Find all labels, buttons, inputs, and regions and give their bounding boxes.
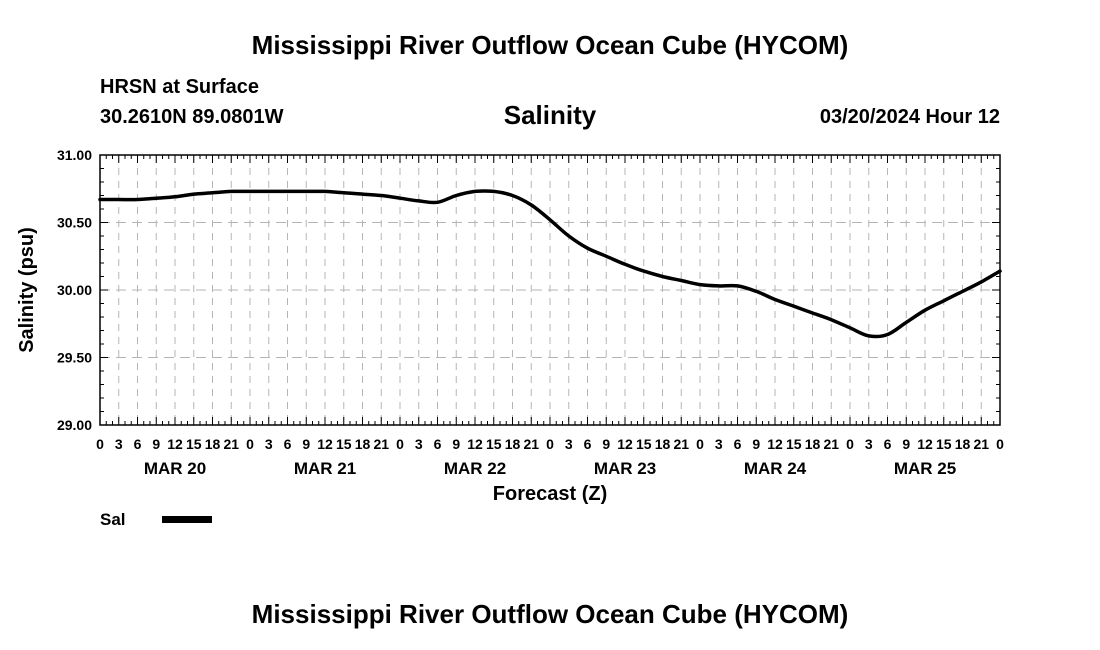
y-axis-tick-labels: 29.00 29.50 30.00 30.50 31.00 bbox=[57, 147, 92, 433]
x-date-label: MAR 21 bbox=[294, 459, 356, 478]
x-tick-label: 15 bbox=[786, 436, 802, 452]
x-tick-label: 3 bbox=[415, 436, 423, 452]
y-tick-label: 31.00 bbox=[57, 147, 92, 163]
y-tick-label: 30.50 bbox=[57, 215, 92, 231]
x-tick-label: 9 bbox=[452, 436, 460, 452]
x-tick-label: 6 bbox=[134, 436, 142, 452]
footer-title: Mississippi River Outflow Ocean Cube (HY… bbox=[251, 599, 849, 629]
station-coordinates: 30.2610N 89.0801W bbox=[100, 106, 284, 128]
x-axis-label: Forecast (Z) bbox=[493, 483, 607, 505]
x-tick-label: 15 bbox=[636, 436, 652, 452]
x-tick-label: 9 bbox=[752, 436, 760, 452]
x-tick-label: 9 bbox=[302, 436, 310, 452]
x-tick-label: 3 bbox=[115, 436, 123, 452]
x-tick-label: 9 bbox=[152, 436, 160, 452]
x-date-label: MAR 20 bbox=[144, 459, 206, 478]
x-axis-tick-labels: 0 3 6 9 12 15 18 21 0 3 6 9 12 15 18 21 0 3 6 9 12 15 18 21 0 3 6 9… bbox=[96, 436, 1004, 452]
x-tick-label: 15 bbox=[486, 436, 502, 452]
x-tick-label: 3 bbox=[865, 436, 873, 452]
x-tick-label: 12 bbox=[917, 436, 933, 452]
x-tick-label: 6 bbox=[284, 436, 292, 452]
y-tick-label: 29.00 bbox=[57, 417, 92, 433]
x-tick-label: 0 bbox=[996, 436, 1004, 452]
x-tick-label: 6 bbox=[734, 436, 742, 452]
run-date: 03/20/2024 Hour 12 bbox=[819, 106, 1000, 128]
x-tick-label: 0 bbox=[696, 436, 704, 452]
x-tick-label: 12 bbox=[767, 436, 783, 452]
y-tick-label: 30.00 bbox=[57, 282, 92, 298]
x-tick-label: 0 bbox=[546, 436, 554, 452]
x-tick-label: 9 bbox=[902, 436, 910, 452]
x-tick-label: 12 bbox=[467, 436, 483, 452]
x-tick-label: 3 bbox=[715, 436, 723, 452]
variable-title: Salinity bbox=[503, 100, 597, 130]
legend-swatch bbox=[162, 516, 212, 523]
x-tick-label: 3 bbox=[565, 436, 573, 452]
grid bbox=[100, 155, 1000, 425]
x-tick-label: 12 bbox=[167, 436, 183, 452]
x-tick-label: 6 bbox=[884, 436, 892, 452]
y-axis-label: Salinity (psu) bbox=[16, 227, 38, 353]
x-tick-label: 18 bbox=[655, 436, 671, 452]
x-tick-label: 21 bbox=[823, 436, 839, 452]
plot-frame bbox=[99, 154, 1001, 426]
x-tick-label: 0 bbox=[396, 436, 404, 452]
station-label: HRSN at Surface bbox=[100, 76, 259, 98]
x-tick-label: 18 bbox=[205, 436, 221, 452]
x-tick-label: 15 bbox=[186, 436, 202, 452]
x-tick-label: 21 bbox=[673, 436, 689, 452]
series-line-sal bbox=[98, 189, 1002, 339]
x-tick-label: 3 bbox=[265, 436, 273, 452]
x-tick-label: 0 bbox=[846, 436, 854, 452]
x-tick-label: 21 bbox=[973, 436, 989, 452]
x-date-label: MAR 24 bbox=[744, 459, 807, 478]
x-tick-label: 15 bbox=[936, 436, 952, 452]
x-axis-date-labels: MAR 20 MAR 21 MAR 22 MAR 23 MAR 24 MAR 25 bbox=[144, 459, 956, 478]
x-tick-label: 9 bbox=[602, 436, 610, 452]
x-tick-label: 15 bbox=[336, 436, 352, 452]
x-date-label: MAR 22 bbox=[444, 459, 506, 478]
x-tick-label: 21 bbox=[223, 436, 239, 452]
x-tick-label: 6 bbox=[584, 436, 592, 452]
x-date-label: MAR 23 bbox=[594, 459, 656, 478]
x-tick-label: 18 bbox=[955, 436, 971, 452]
x-tick-label: 18 bbox=[505, 436, 521, 452]
x-tick-label: 21 bbox=[523, 436, 539, 452]
x-tick-label: 0 bbox=[246, 436, 254, 452]
x-date-label: MAR 25 bbox=[894, 459, 956, 478]
x-tick-label: 0 bbox=[96, 436, 104, 452]
x-tick-label: 12 bbox=[617, 436, 633, 452]
x-tick-label: 21 bbox=[373, 436, 389, 452]
chart-title: Mississippi River Outflow Ocean Cube (HY… bbox=[251, 30, 849, 60]
legend-label: Sal bbox=[100, 510, 126, 529]
x-tick-label: 12 bbox=[317, 436, 333, 452]
y-tick-label: 29.50 bbox=[57, 350, 92, 366]
x-tick-label: 18 bbox=[355, 436, 371, 452]
x-tick-label: 6 bbox=[434, 436, 442, 452]
x-tick-label: 18 bbox=[805, 436, 821, 452]
